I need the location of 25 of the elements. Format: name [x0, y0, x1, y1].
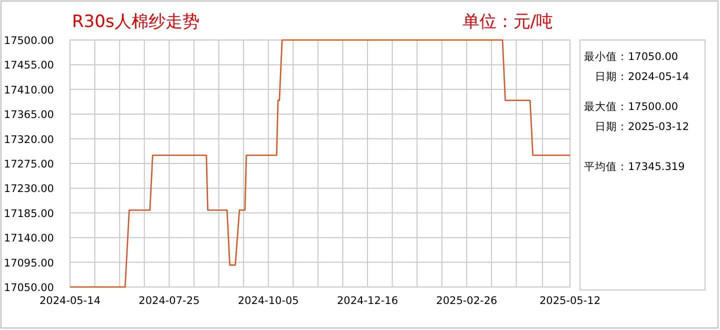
line-series: [69, 39, 571, 288]
y-tick-label: 17500.00: [4, 35, 54, 47]
y-tick-label: 17230.00: [4, 183, 54, 196]
x-tick-label: 2024-12-16: [337, 295, 398, 307]
y-tick-label: 17185.00: [4, 208, 54, 220]
x-tick-label: 2025-05-12: [539, 295, 601, 307]
text: 平均值：17345.319: [584, 161, 685, 173]
y-tick-label: 17455.00: [4, 60, 54, 72]
x-tick-label: 2024-07-25: [138, 295, 200, 307]
text: 最小值：17050.00: [584, 50, 678, 63]
y-tick-label: 17365.00: [4, 109, 54, 122]
y-tick-label: 17320.00: [4, 134, 54, 146]
x-tick-label: 2024-05-14: [39, 295, 101, 307]
y-tick-label: 17095.00: [4, 257, 54, 270]
x-tick-label: 2025-02-26: [436, 295, 498, 307]
chart-title: R30s人棉纱走势: [72, 12, 200, 32]
text: 日期：2024-05-14: [584, 71, 690, 83]
text: 日期：2025-03-12: [584, 121, 690, 133]
text: 最大值：17500.00: [584, 100, 678, 113]
x-tick-label: 2024-10-05: [238, 295, 299, 307]
chart-subtitle: 单位：元/吨: [462, 12, 553, 32]
y-tick-label: 17275.00: [4, 158, 54, 170]
y-tick-label: 17140.00: [4, 232, 54, 245]
y-tick-label: 17410.00: [4, 84, 54, 96]
y-tick-label: 17050.00: [4, 282, 54, 294]
